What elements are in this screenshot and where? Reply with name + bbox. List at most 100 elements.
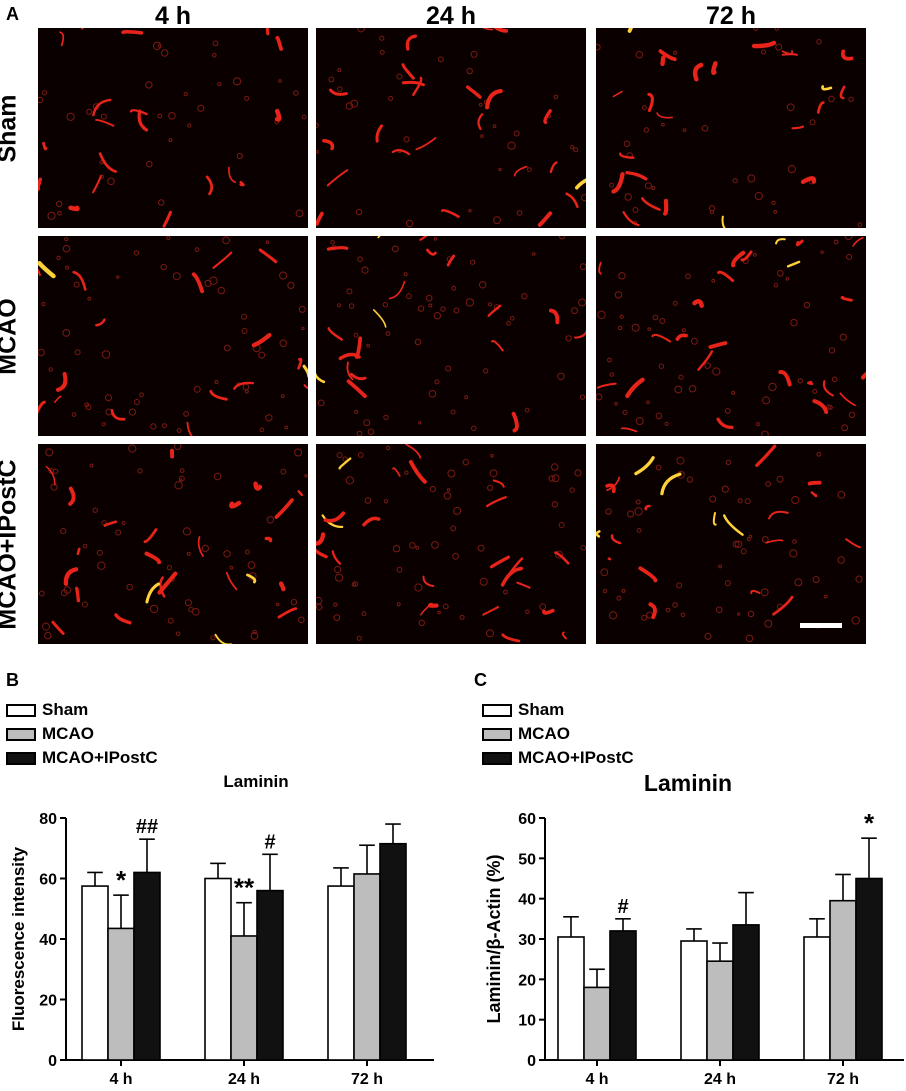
bar-mcao bbox=[829, 899, 857, 1061]
cell-ring bbox=[753, 28, 758, 31]
cell-ring bbox=[596, 393, 603, 401]
cell-ring bbox=[241, 328, 248, 334]
significance-marker: # bbox=[264, 831, 275, 853]
cell-ring bbox=[704, 362, 711, 369]
cell-ring bbox=[175, 631, 181, 637]
cell-ring bbox=[737, 498, 743, 504]
cell-ring bbox=[217, 286, 226, 295]
cell-ring bbox=[760, 588, 769, 597]
cell-ring bbox=[492, 124, 497, 129]
vessel-segment bbox=[708, 341, 728, 349]
vessel-segment bbox=[92, 98, 112, 117]
y-tick-label: 10 bbox=[518, 1013, 536, 1030]
vessel-segment bbox=[63, 567, 79, 586]
vessel-segment bbox=[619, 152, 635, 159]
vessel-segment bbox=[675, 333, 688, 341]
cell-ring bbox=[786, 103, 795, 112]
cell-ring bbox=[42, 622, 50, 631]
vessel-segment bbox=[692, 299, 704, 308]
vessel-segment bbox=[852, 237, 864, 247]
vessel-segment bbox=[197, 536, 204, 557]
vessel-segment bbox=[611, 172, 625, 194]
cell-ring bbox=[600, 568, 609, 577]
cell-ring bbox=[284, 425, 289, 430]
cell-ring bbox=[345, 102, 354, 110]
cell-ring bbox=[659, 318, 666, 324]
micrograph-mcao-72h bbox=[596, 236, 866, 436]
cell-ring bbox=[415, 545, 420, 550]
significance-marker: * bbox=[864, 808, 875, 838]
vessel-segment bbox=[610, 534, 622, 545]
cell-ring bbox=[405, 219, 414, 228]
vessel-segment bbox=[627, 28, 634, 33]
cell-ring bbox=[450, 525, 457, 532]
cell-ring bbox=[101, 350, 111, 359]
legend-swatch-sham bbox=[6, 703, 36, 717]
cell-ring bbox=[570, 145, 575, 150]
cell-ring bbox=[616, 595, 622, 601]
cell-ring bbox=[761, 430, 769, 436]
vessel-segment bbox=[477, 113, 484, 130]
cell-ring bbox=[56, 255, 61, 261]
cell-ring bbox=[513, 130, 520, 137]
cell-ring bbox=[355, 208, 363, 216]
cell-ring bbox=[168, 138, 173, 143]
vessel-segment bbox=[660, 55, 666, 67]
vessel-segment bbox=[485, 496, 507, 508]
vessel-segment bbox=[159, 576, 166, 598]
cell-ring bbox=[655, 464, 662, 471]
cell-ring bbox=[789, 549, 798, 558]
cell-ring bbox=[350, 99, 359, 108]
cell-ring bbox=[333, 602, 338, 607]
cell-ring bbox=[816, 451, 822, 457]
vessel-segment bbox=[658, 49, 677, 62]
micrograph-texture bbox=[596, 28, 863, 228]
cell-ring bbox=[794, 578, 803, 587]
y-tick-label: 20 bbox=[518, 972, 536, 989]
vessel-segment bbox=[331, 550, 342, 565]
vessel-segment bbox=[511, 411, 519, 433]
x-tick-label: 72 h bbox=[351, 1071, 383, 1088]
cell-ring bbox=[607, 357, 612, 363]
vessel-segment bbox=[375, 124, 384, 143]
cell-ring bbox=[193, 385, 201, 393]
cell-ring bbox=[464, 395, 469, 400]
cell-ring bbox=[775, 43, 783, 51]
vessel-segment bbox=[303, 384, 308, 390]
cell-ring bbox=[258, 351, 266, 359]
cell-ring bbox=[158, 199, 165, 206]
cell-ring bbox=[361, 266, 369, 274]
vessel-segment bbox=[612, 90, 623, 98]
cell-ring bbox=[548, 475, 555, 482]
x-tick-label: 72 h bbox=[827, 1071, 859, 1088]
cell-ring bbox=[764, 619, 773, 628]
vessel-segment bbox=[327, 327, 343, 341]
cell-ring bbox=[462, 459, 470, 466]
vessel-segment bbox=[297, 490, 304, 497]
cell-ring bbox=[334, 565, 342, 574]
cell-ring bbox=[851, 616, 860, 625]
cell-ring bbox=[636, 528, 642, 533]
cell-ring bbox=[100, 113, 107, 120]
cell-ring bbox=[87, 296, 92, 301]
cell-ring bbox=[298, 616, 305, 624]
cell-ring bbox=[493, 216, 501, 225]
cell-ring bbox=[510, 316, 515, 321]
vessel-segment bbox=[145, 582, 160, 604]
cell-ring bbox=[105, 394, 112, 402]
cell-ring bbox=[92, 507, 98, 513]
legend-item-mcao-ipostc: MCAO+IPostC bbox=[6, 746, 158, 770]
cell-ring bbox=[357, 28, 365, 33]
cell-ring bbox=[361, 611, 367, 617]
cell-ring bbox=[761, 49, 766, 55]
cell-ring bbox=[379, 35, 385, 41]
micrograph-texture bbox=[38, 28, 307, 228]
cell-ring bbox=[160, 263, 167, 271]
vessel-segment bbox=[186, 421, 193, 436]
vessel-segment bbox=[419, 236, 428, 241]
cell-ring bbox=[265, 414, 273, 422]
cell-ring bbox=[364, 497, 372, 504]
legend-item-mcao: MCAO bbox=[482, 722, 634, 746]
micrograph-texture bbox=[316, 444, 586, 643]
cell-ring bbox=[245, 549, 250, 555]
